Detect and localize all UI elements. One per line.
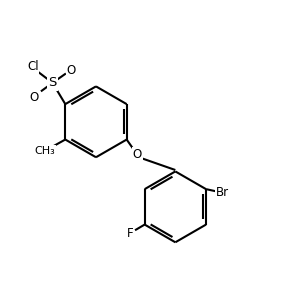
Text: Br: Br [216, 186, 229, 199]
Text: O: O [133, 148, 142, 161]
Text: CH₃: CH₃ [34, 146, 55, 156]
Text: S: S [48, 76, 57, 89]
Text: O: O [66, 64, 76, 77]
Text: O: O [30, 90, 39, 103]
Text: Cl: Cl [27, 60, 39, 73]
Text: F: F [127, 227, 133, 240]
